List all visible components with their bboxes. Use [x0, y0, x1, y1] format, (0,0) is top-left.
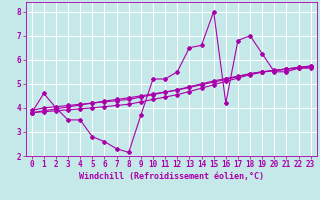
X-axis label: Windchill (Refroidissement éolien,°C): Windchill (Refroidissement éolien,°C) — [79, 172, 264, 181]
